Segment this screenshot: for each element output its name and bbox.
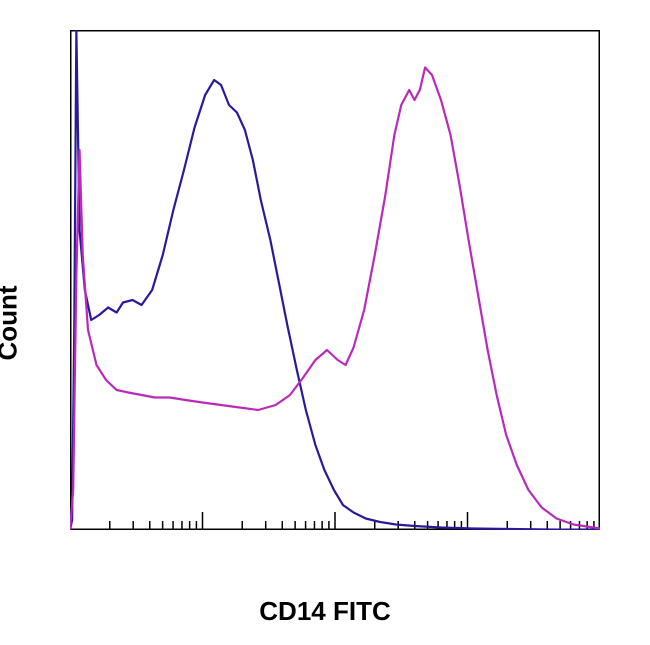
x-axis-label: CD14 FITC [259, 596, 390, 627]
plot-area [70, 30, 600, 530]
y-axis-label: Count [0, 285, 24, 360]
plot-svg [70, 30, 600, 530]
chart-container: Count CD14 FITC [0, 0, 650, 645]
